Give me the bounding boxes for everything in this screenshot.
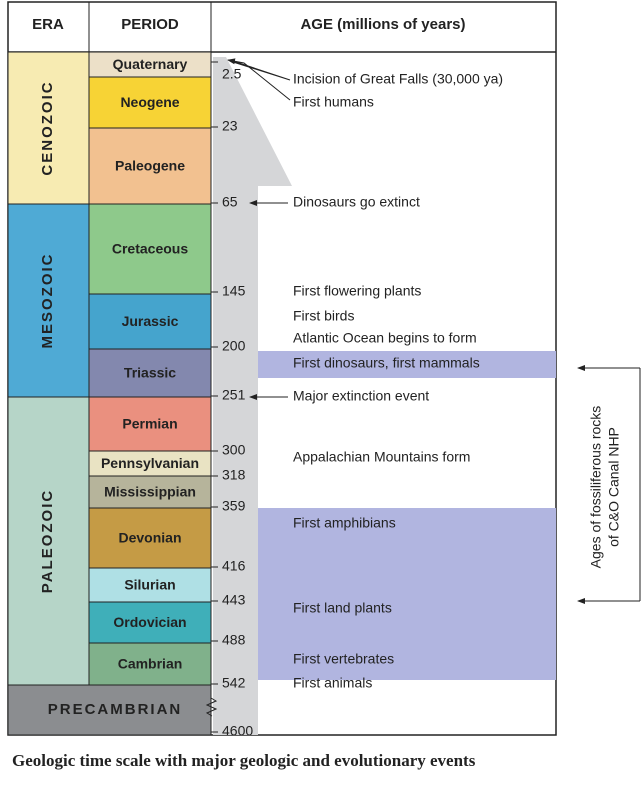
age-label: 359	[222, 498, 246, 514]
period-cell	[88, 450, 212, 477]
age-label: 488	[222, 632, 246, 648]
age-label: 443	[222, 592, 246, 608]
age-label: 200	[222, 338, 246, 354]
age-label: 23	[222, 118, 238, 134]
period-cell	[88, 507, 212, 569]
era-cell	[7, 51, 90, 205]
age-label: 145	[222, 283, 246, 299]
age-label: 4600	[222, 723, 253, 739]
event-label: First dinosaurs, first mammals	[293, 355, 480, 371]
header-age: AGE (millions of years)	[300, 16, 465, 33]
period-cell	[88, 348, 212, 398]
age-label: 65	[222, 194, 238, 210]
side-note: of C&O Canal NHP	[606, 427, 622, 547]
period-label: Devonian	[118, 530, 181, 546]
caption: Geologic time scale with major geologic …	[12, 751, 476, 770]
period-label: Pennsylvanian	[101, 455, 199, 471]
period-label: Cambrian	[118, 656, 183, 672]
age-label: 542	[222, 675, 246, 691]
event-label: First animals	[293, 675, 372, 691]
period-label: Triassic	[124, 365, 176, 381]
event-label: Appalachian Mountains form	[293, 449, 470, 465]
age-label: 2.5	[222, 66, 242, 82]
event-label: First amphibians	[293, 515, 396, 531]
side-note: Ages of fossiliferous rocks	[588, 406, 604, 569]
period-label: Quaternary	[113, 56, 188, 72]
period-cell	[88, 293, 212, 350]
period-label: Paleogene	[115, 158, 185, 174]
period-label: Permian	[122, 416, 177, 432]
age-label: 300	[222, 442, 246, 458]
period-cell	[88, 475, 212, 509]
age-label: 416	[222, 558, 246, 574]
period-label: Cretaceous	[112, 241, 188, 257]
period-label: Mississippian	[104, 484, 196, 500]
event-label: Dinosaurs go extinct	[293, 194, 420, 210]
zigzag	[205, 697, 218, 717]
event-label: First vertebrates	[293, 651, 394, 667]
event-label: Atlantic Ocean begins to form	[293, 330, 477, 346]
highlight-band	[258, 508, 556, 680]
pointer	[228, 60, 291, 101]
event-label: First land plants	[293, 600, 392, 616]
age-label: 318	[222, 467, 246, 483]
period-cell	[88, 396, 212, 452]
period-label: Jurassic	[122, 313, 179, 329]
era-label: MESOZOIC	[39, 252, 56, 348]
header-period: PERIOD	[121, 16, 179, 33]
era-cell	[7, 396, 90, 686]
period-cell	[88, 203, 212, 295]
header-era: ERA	[32, 16, 64, 33]
period-cell	[88, 127, 212, 205]
era-label: PRECAMBRIAN	[48, 701, 183, 718]
period-label: Neogene	[120, 94, 179, 110]
period-cell	[88, 51, 212, 78]
era-cell	[7, 684, 212, 736]
period-cell	[88, 76, 212, 129]
period-label: Silurian	[124, 577, 175, 593]
event-label: First humans	[293, 94, 374, 110]
period-label: Ordovician	[113, 614, 186, 630]
period-cell	[88, 601, 212, 644]
age-label: 251	[222, 387, 246, 403]
event-label: Major extinction event	[293, 388, 429, 404]
highlight-band	[258, 351, 556, 378]
event-label: First birds	[293, 308, 354, 324]
event-label: Incision of Great Falls (30,000 ya)	[293, 71, 503, 87]
event-label: First flowering plants	[293, 283, 421, 299]
era-label: PALEOZOIC	[39, 489, 56, 593]
period-cell	[88, 642, 212, 686]
era-label: CENOZOIC	[39, 80, 56, 175]
